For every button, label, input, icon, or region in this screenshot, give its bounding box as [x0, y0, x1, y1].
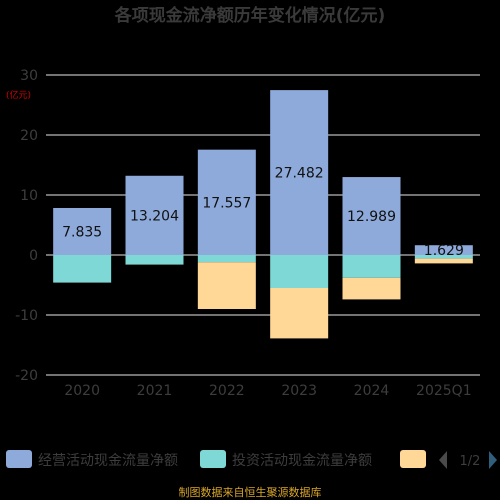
y-tick-label: 20	[20, 128, 38, 144]
data-label-2025Q1: 1.629	[424, 243, 464, 259]
data-label-2020: 7.835	[62, 224, 102, 240]
x-tick-label: 2025Q1	[416, 383, 472, 399]
legend-page-indicator: 1/2	[460, 454, 481, 469]
chart-title: 各项现金流净额历年变化情况(亿元)	[114, 5, 386, 26]
data-label-2023: 27.482	[275, 166, 324, 182]
bar-series2-2022[interactable]	[197, 255, 256, 263]
data-labels: 7.835 13.204 17.557 27.482 12.989 1.629	[62, 166, 464, 260]
bar-series2-2024[interactable]	[342, 255, 401, 278]
x-tick-label: 2020	[64, 383, 100, 399]
legend-swatch-1[interactable]	[6, 450, 32, 468]
y-tick-label: 10	[20, 188, 38, 204]
legend: 经营活动现金流量净额 投资活动现金流量净额 1/2	[6, 450, 497, 469]
legend-swatch-3[interactable]	[400, 450, 426, 468]
bar-series1-2020[interactable]	[53, 207, 112, 255]
bar-series1-2023[interactable]	[270, 90, 329, 255]
bars	[53, 90, 473, 339]
legend-next-icon[interactable]	[489, 451, 497, 469]
bar-series3-2024[interactable]	[342, 277, 401, 300]
data-label-2021: 13.204	[130, 208, 179, 224]
y-tick-label: 0	[29, 248, 38, 264]
x-tick-label: 2024	[354, 383, 390, 399]
y-axis-ticks: -20 -10 0 10 20 30	[15, 68, 38, 384]
legend-prev-icon[interactable]	[439, 451, 447, 469]
bar-series1-2024[interactable]	[342, 177, 401, 255]
bar-series2-2021[interactable]	[125, 255, 184, 265]
x-tick-label: 2021	[137, 383, 173, 399]
grid	[46, 74, 480, 376]
y-tick-label: -20	[15, 368, 38, 384]
footer-source: 制图数据来自恒生聚源数据库	[179, 485, 322, 499]
bar-series2-2025Q1[interactable]	[414, 255, 473, 259]
bar-series3-2023[interactable]	[270, 288, 329, 339]
legend-swatch-2[interactable]	[200, 450, 226, 468]
x-axis-ticks: 2020 2021 2022 2023 2024 2025Q1	[64, 383, 471, 399]
bar-series1-2021[interactable]	[125, 175, 184, 255]
bar-series2-2020[interactable]	[53, 255, 112, 283]
legend-label-2[interactable]: 投资活动现金流量净额	[232, 453, 372, 469]
x-tick-label: 2023	[281, 383, 317, 399]
bar-series2-2023[interactable]	[270, 255, 329, 288]
legend-label-1[interactable]: 经营活动现金流量净额	[38, 453, 178, 469]
bar-series3-2022[interactable]	[197, 262, 256, 309]
y-tick-label: 30	[20, 68, 38, 84]
y-axis-unit-label: (亿元)	[6, 89, 31, 101]
bar-series1-2025Q1[interactable]	[414, 245, 473, 255]
bar-series1-2022[interactable]	[197, 149, 256, 255]
y-tick-label: -10	[15, 308, 38, 324]
data-label-2022: 17.557	[202, 195, 251, 211]
data-label-2024: 12.989	[347, 209, 396, 225]
x-tick-label: 2022	[209, 383, 245, 399]
bar-series3-2025Q1[interactable]	[414, 258, 473, 264]
